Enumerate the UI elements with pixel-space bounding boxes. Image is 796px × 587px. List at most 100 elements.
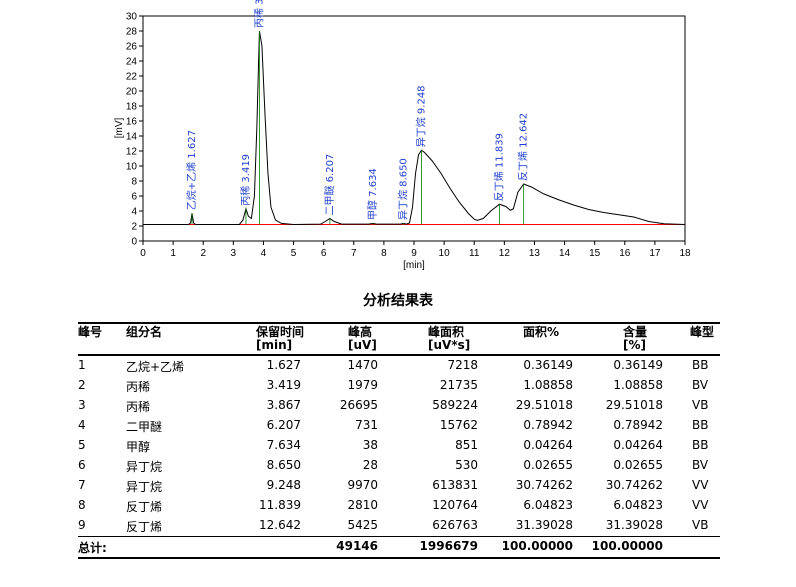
peak-area: 21735 (439, 378, 478, 392)
peak-area: 120764 (432, 498, 478, 512)
results-table: 峰号 组分名 保留时间 [min] 峰高 [uV] 峰面积 [uV*s] 面积% 含量… (78, 322, 720, 559)
peak-height: 38 (362, 438, 378, 452)
component-name: 丙稀 (126, 400, 151, 414)
header-peak-type: 峰型 (690, 325, 715, 339)
peak-height: 26695 (339, 398, 378, 412)
table-row: 4 二甲醚 6.207 731 15762 0.78942 0.78942 BB (78, 416, 720, 436)
peak-label: 甲醇 7.634 (366, 168, 379, 220)
x-tick-label: 17 (649, 248, 661, 259)
x-tick-label: 7 (351, 248, 357, 259)
area-percent: 0.04264 (523, 438, 573, 452)
x-tick-label: 14 (559, 248, 571, 259)
peak-label: 反丁烯 11.839 (492, 133, 505, 201)
peak-area: 7218 (447, 358, 478, 372)
component-name: 丙稀 (126, 380, 151, 394)
x-tick-label: 5 (291, 248, 297, 259)
y-tick-label: 2 (131, 222, 137, 233)
peak-type: BB (692, 438, 709, 452)
area-percent: 30.74262 (515, 478, 573, 492)
peak-area: 626763 (432, 518, 478, 532)
retention-time: 11.839 (259, 498, 301, 512)
x-tick-label: 10 (439, 248, 451, 259)
y-tick-label: 22 (126, 72, 138, 83)
content-percent: 0.02655 (613, 458, 663, 472)
table-row: 8 反丁烯 11.839 2810 120764 6.04823 6.04823 VV (78, 496, 720, 516)
content-percent: 6.04823 (613, 498, 663, 512)
peak-area: 530 (455, 458, 478, 472)
component-name: 甲醇 (126, 440, 151, 454)
plot-area (142, 15, 686, 242)
x-axis-label: [min] (403, 260, 425, 271)
total-height: 49146 (336, 539, 378, 553)
peak-no: 3 (78, 398, 86, 412)
component-name: 二甲醚 (126, 420, 163, 434)
component-name: 反丁烯 (126, 500, 163, 514)
retention-time: 6.207 (266, 418, 301, 432)
y-tick-label: 12 (126, 147, 138, 158)
chromatogram-chart: 0 1 2 3 4 5 6 7 8 9 10 11 12 13 14 15 16 17 18024681012141… (114, 0, 691, 271)
component-name: 反丁烯 (126, 520, 163, 534)
peak-type: BB (692, 418, 709, 432)
peak-no: 8 (78, 498, 86, 512)
peak-type: BB (692, 358, 709, 372)
table-row: 7 异丁烷 9.248 9970 613831 30.74262 30.74262 VV (78, 476, 720, 496)
area-percent: 29.51018 (515, 398, 573, 412)
content-percent: 31.39028 (605, 518, 663, 532)
x-tick-label: 3 (231, 248, 237, 259)
peak-area: 15762 (439, 418, 478, 432)
header-component: 组分名 (126, 325, 163, 339)
content-percent: 0.78942 (613, 418, 663, 432)
peak-label: 乙烷+乙烯 1.627 (185, 130, 198, 210)
peak-no: 1 (78, 358, 86, 372)
total-area: 1996679 (419, 539, 478, 553)
table-row: 9 反丁烯 12.642 5425 626763 31.39028 31.39028 VB (78, 516, 720, 536)
x-tick-label: 0 (140, 248, 146, 259)
report-title: 分析结果表 (363, 293, 433, 309)
x-tick-label: 1 (170, 248, 176, 259)
area-percent: 0.02655 (523, 458, 573, 472)
content-percent: 29.51018 (605, 398, 663, 412)
x-tick-label: 18 (679, 248, 691, 259)
y-tick-label: 20 (126, 87, 138, 98)
table-row: 2 丙稀 3.419 1979 21735 1.08858 1.08858 BV (78, 376, 720, 396)
header-rt: 保留时间 [min] (256, 325, 305, 352)
area-percent: 1.08858 (523, 378, 573, 392)
x-tick-label: 8 (381, 248, 387, 259)
x-tick-label: 12 (499, 248, 511, 259)
peak-label: 异丁烷 9.248 (414, 85, 427, 147)
component-name: 异丁烷 (126, 460, 163, 474)
x-tick-label: 4 (261, 248, 267, 259)
chromatogram-trace (143, 30, 686, 226)
header-area: 峰面积 [uV*s] (428, 325, 471, 352)
y-tick-label: 18 (126, 102, 138, 113)
content-percent: 30.74262 (605, 478, 663, 492)
y-tick-label: 16 (126, 117, 138, 128)
peak-area: 851 (455, 438, 478, 452)
peak-label: 丙稀 3.867 (252, 0, 265, 28)
peak-height: 1979 (347, 378, 378, 392)
table-row: 6 异丁烷 8.650 28 530 0.02655 0.02655 BV (78, 456, 720, 476)
y-tick-label: 30 (126, 12, 138, 23)
peak-no: 6 (78, 458, 86, 472)
content-percent: 1.08858 (613, 378, 663, 392)
header-area-pct: 面积% (523, 325, 560, 339)
header-height: 峰高 [uV] (348, 325, 377, 352)
y-axis-label: [mV] (114, 118, 125, 139)
peak-label: 异丁烷 8.650 (396, 158, 409, 220)
peak-type: VB (692, 518, 709, 532)
trace-layer (143, 30, 686, 226)
table-row: 5 甲醇 7.634 38 851 0.04264 0.04264 BB (78, 436, 720, 456)
x-tick-label: 9 (411, 248, 417, 259)
retention-time: 3.419 (266, 378, 301, 392)
component-name: 乙烷+乙烯 (126, 360, 185, 374)
x-tick-label: 15 (589, 248, 601, 259)
total-label: 总计: (78, 541, 107, 555)
peak-height: 731 (355, 418, 378, 432)
peak-labels: 乙烷+乙烯 1.627 丙稀 3.419 丙稀 3.867 二甲醚 6.207 甲醇 7… (185, 0, 530, 225)
header-peak-no: 峰号 (78, 325, 103, 339)
y-tick-label: 0 (131, 237, 137, 248)
peak-label: 二甲醚 6.207 (323, 154, 336, 216)
peak-type: VV (692, 498, 709, 512)
peak-no: 7 (78, 478, 86, 492)
y-tick-label: 6 (131, 192, 137, 203)
